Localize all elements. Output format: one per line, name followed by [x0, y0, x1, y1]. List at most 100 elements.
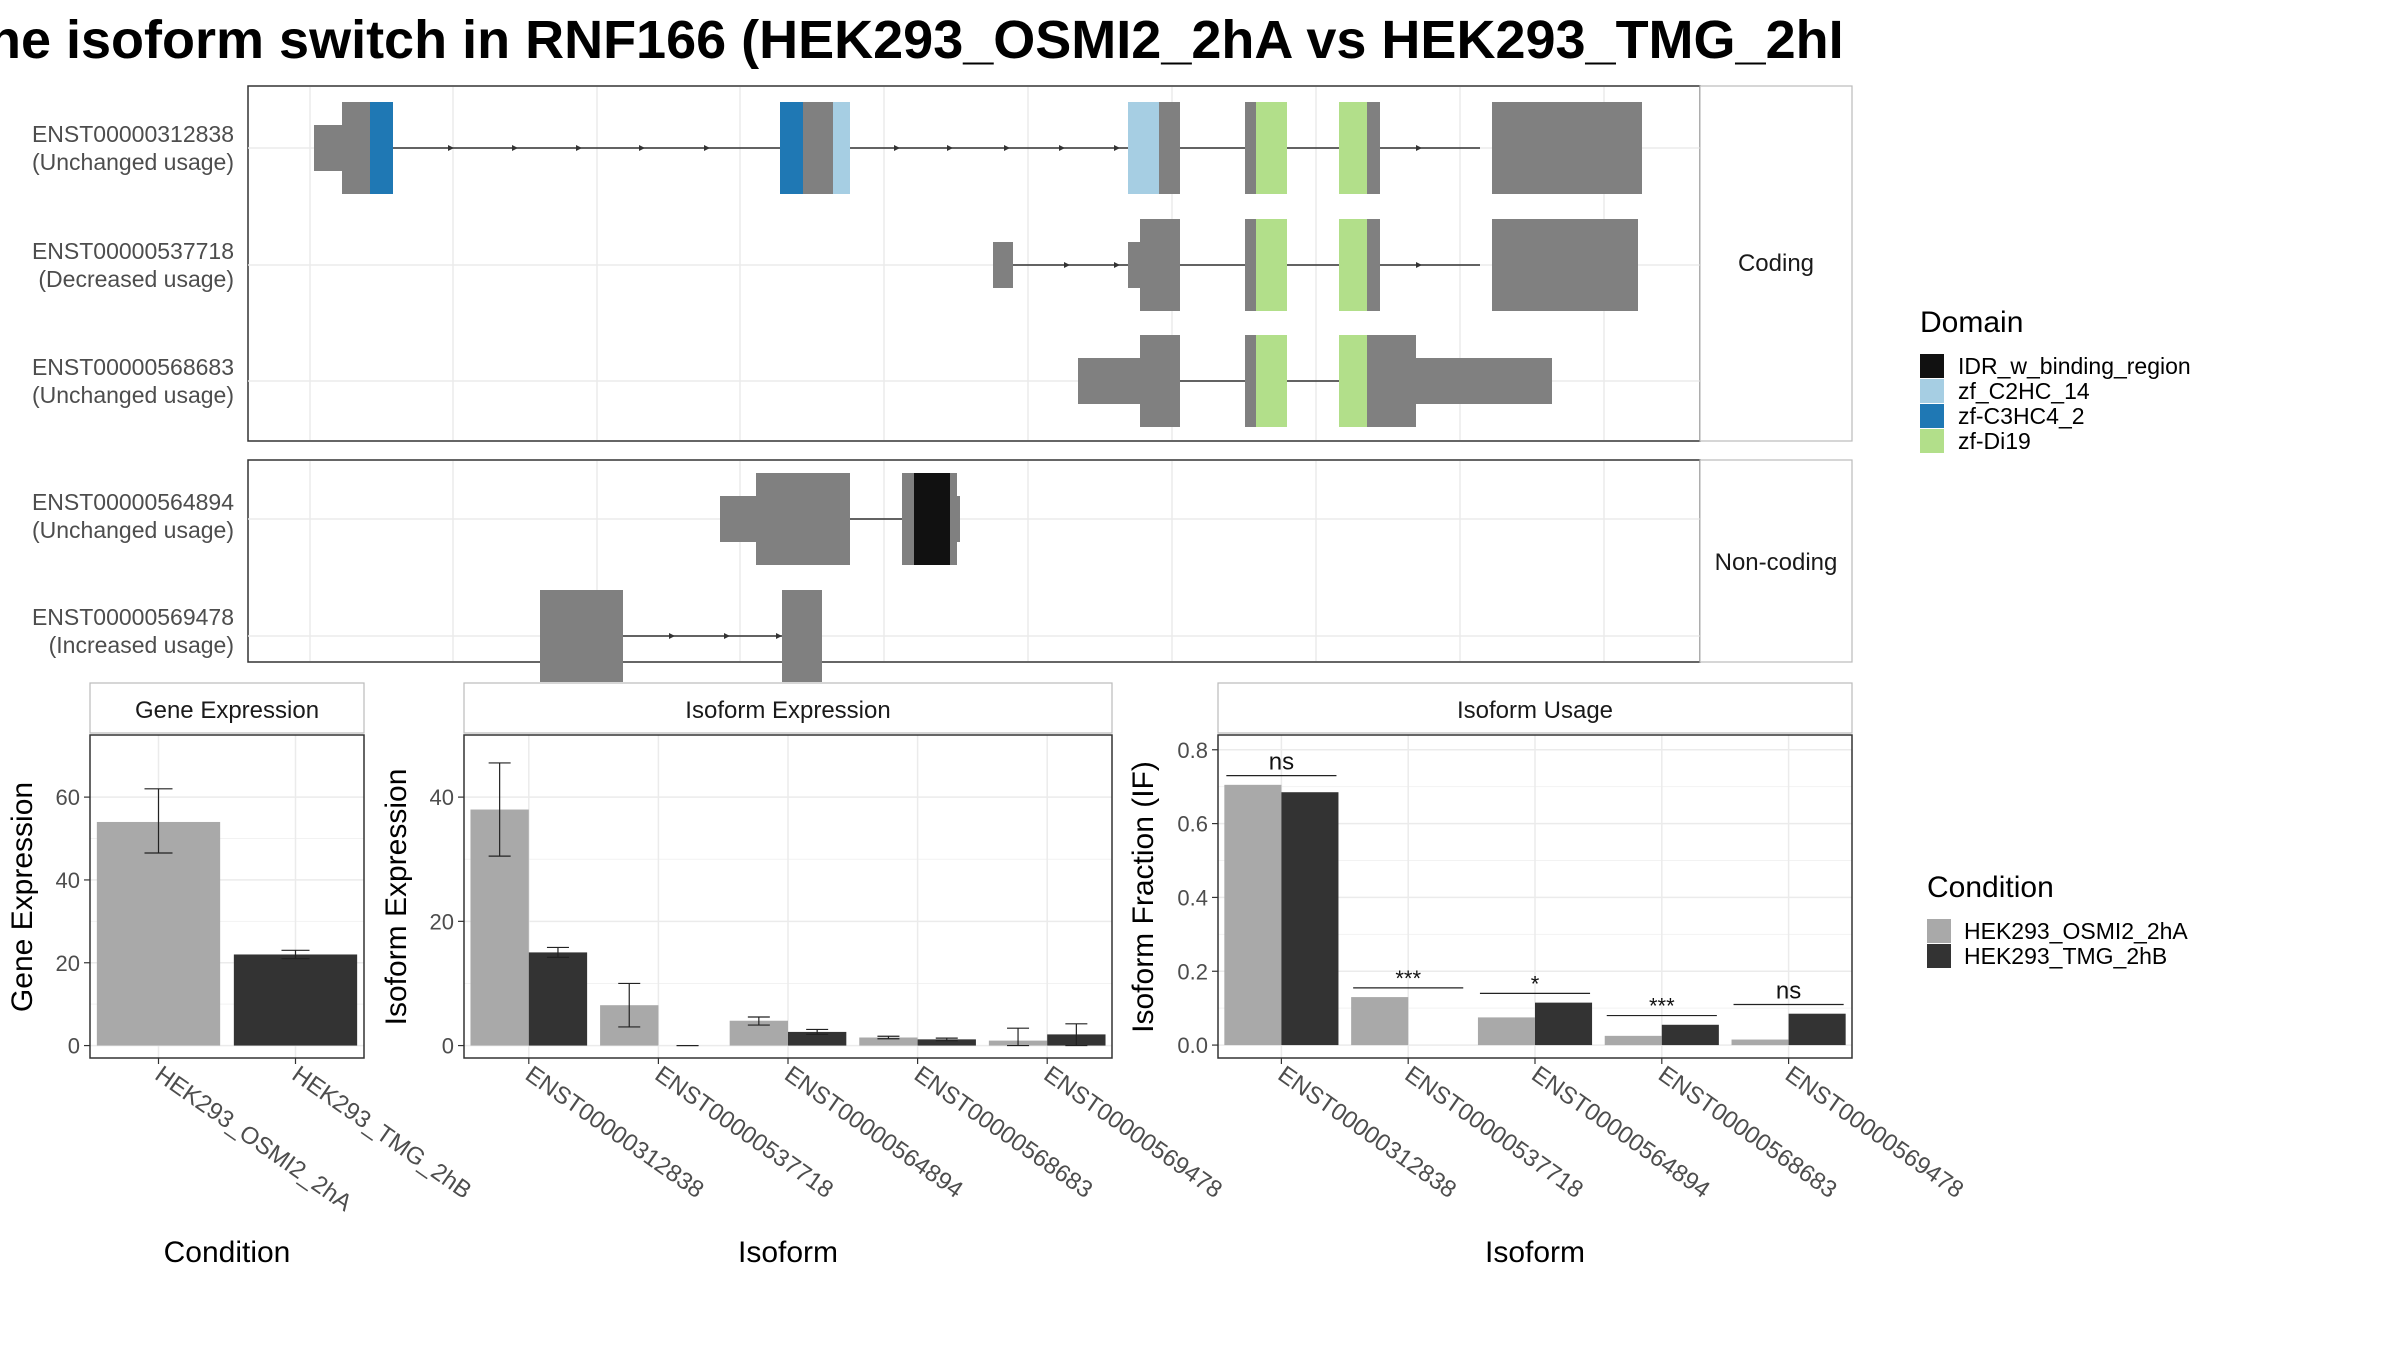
structure-noncoding-grid — [248, 461, 1700, 661]
bar — [859, 1037, 918, 1046]
structure-noncoding-bg — [247, 459, 1701, 663]
y-tick-label: 40 — [56, 868, 80, 893]
exon-block — [1516, 102, 1642, 194]
domain-zf-c2hc14 — [1128, 102, 1159, 194]
y-tick-label: 0.4 — [1177, 885, 1208, 910]
transcript-labels: ENST00000312838 (Unchanged usage) ENST00… — [32, 121, 234, 658]
bar — [96, 821, 221, 1046]
gene-expr-ylabel: Gene Expression — [6, 782, 39, 1012]
structure-panel-coding: Coding — [247, 85, 1853, 442]
direction-arrow — [576, 145, 582, 151]
structure-noncoding-transcripts — [540, 473, 960, 682]
direction-arrow — [1416, 262, 1422, 268]
bar — [917, 1039, 976, 1046]
facet-strip-coding — [1699, 85, 1853, 442]
transcript-label: ENST00000537718 — [32, 238, 234, 264]
exon-block — [1159, 102, 1180, 194]
legend-label-zf-di19: zf-Di19 — [1958, 428, 2031, 454]
isoform-expr-xlabel: Isoform — [738, 1236, 838, 1269]
exon-block — [902, 473, 914, 565]
direction-arrow — [1064, 262, 1070, 268]
direction-arrow — [669, 633, 675, 639]
domain-zf-di19 — [1256, 335, 1287, 427]
domain-zf-di19 — [1339, 335, 1367, 427]
direction-arrow — [947, 145, 953, 151]
exon-block — [950, 473, 957, 565]
direction-arrow — [704, 145, 710, 151]
condition-legend-title: Condition — [1927, 871, 2054, 904]
significance-label: *** — [1395, 966, 1421, 991]
exon-block — [1245, 219, 1256, 311]
bar — [1281, 792, 1339, 1046]
y-tick-label: 0 — [442, 1034, 454, 1059]
utr-block — [1078, 358, 1140, 404]
utr-block — [1128, 242, 1140, 288]
direction-arrow — [1004, 145, 1010, 151]
direction-arrow — [894, 145, 900, 151]
transcript-usage-label: (Unchanged usage) — [32, 149, 234, 175]
bar — [1604, 1035, 1662, 1046]
bar — [1351, 997, 1409, 1046]
legend-key-idr — [1920, 354, 1944, 378]
exon-block — [1140, 335, 1180, 427]
legend-key-zf-c3hc4 — [1920, 404, 1944, 428]
domain-legend: Domain IDR_w_binding_region zf_C2HC_14 z… — [1920, 306, 2191, 454]
exon-block — [756, 473, 850, 565]
bar — [1661, 1024, 1719, 1046]
direction-arrow — [1059, 145, 1065, 151]
transcript-usage-label: (Unchanged usage) — [32, 382, 234, 408]
domain-legend-title: Domain — [1920, 306, 2023, 339]
transcript-usage-label: (Increased usage) — [49, 632, 234, 658]
isoform-expr-ylabel: Isoform Expression — [380, 769, 413, 1026]
bar — [528, 952, 588, 1046]
domain-zf-di19 — [1339, 219, 1367, 311]
significance-label: *** — [1649, 994, 1675, 1019]
exon-block — [803, 102, 833, 194]
condition-legend: Condition HEK293_OSMI2_2hA HEK293_TMG_2h… — [1927, 871, 2188, 969]
isoform-expr-strip — [463, 682, 1113, 734]
isoform-expr-plot: 02040ENST00000312838ENST00000537718ENST0… — [430, 734, 1227, 1204]
legend-key-osmi2 — [1927, 919, 1951, 943]
bar — [1224, 784, 1282, 1046]
utr-block — [314, 125, 342, 171]
exon-block — [342, 102, 370, 194]
domain-zf-c3hc4 — [780, 102, 803, 194]
legend-label-osmi2: HEK293_OSMI2_2hA — [1964, 918, 2188, 944]
direction-arrow — [448, 145, 454, 151]
isoform-usage-panel-title: Isoform Usage — [1457, 697, 1613, 724]
direction-arrow — [1416, 145, 1422, 151]
structure-panel-noncoding: Non-coding — [247, 459, 1853, 682]
structure-coding-transcripts — [314, 102, 1642, 427]
y-tick-label: 0.0 — [1177, 1033, 1208, 1058]
transcript-label: ENST00000564894 — [32, 489, 234, 515]
domain-zf-c3hc4 — [370, 102, 393, 194]
domain-zf-c2hc14 — [833, 102, 850, 194]
exon-block — [1245, 335, 1256, 427]
exon-block — [1367, 335, 1416, 427]
direction-arrow — [776, 633, 782, 639]
direction-arrow — [639, 145, 645, 151]
facet-strip-noncoding — [1699, 459, 1853, 663]
exon-block — [782, 590, 822, 682]
facet-label-coding: Coding — [1738, 250, 1814, 277]
y-tick-label: 40 — [430, 785, 454, 810]
legend-label-idr: IDR_w_binding_region — [1958, 353, 2191, 379]
exon-block — [1245, 102, 1256, 194]
exon-block — [1516, 219, 1638, 311]
gene-expr-xlabel: Condition — [164, 1236, 291, 1269]
transcript-usage-label: (Decreased usage) — [38, 266, 234, 292]
isoform-usage-plot: 0.00.20.40.60.8 ns*** ****nsENST0000031283… — [1177, 734, 1968, 1204]
transcript-label: ENST00000312838 — [32, 121, 234, 147]
gene-expr-panel-title: Gene Expression — [135, 697, 319, 724]
exon-block — [1140, 219, 1180, 311]
exon-block — [1492, 219, 1516, 311]
y-tick-label: 0.2 — [1177, 959, 1208, 984]
isoform-usage-xlabel: Isoform — [1485, 1236, 1585, 1269]
bar — [1535, 1002, 1593, 1046]
y-tick-label: 0.6 — [1177, 812, 1208, 837]
utr-block — [720, 496, 756, 542]
y-tick-label: 0 — [68, 1034, 80, 1059]
domain-zf-di19 — [1339, 102, 1367, 194]
legend-label-tmg: HEK293_TMG_2hB — [1964, 943, 2167, 969]
